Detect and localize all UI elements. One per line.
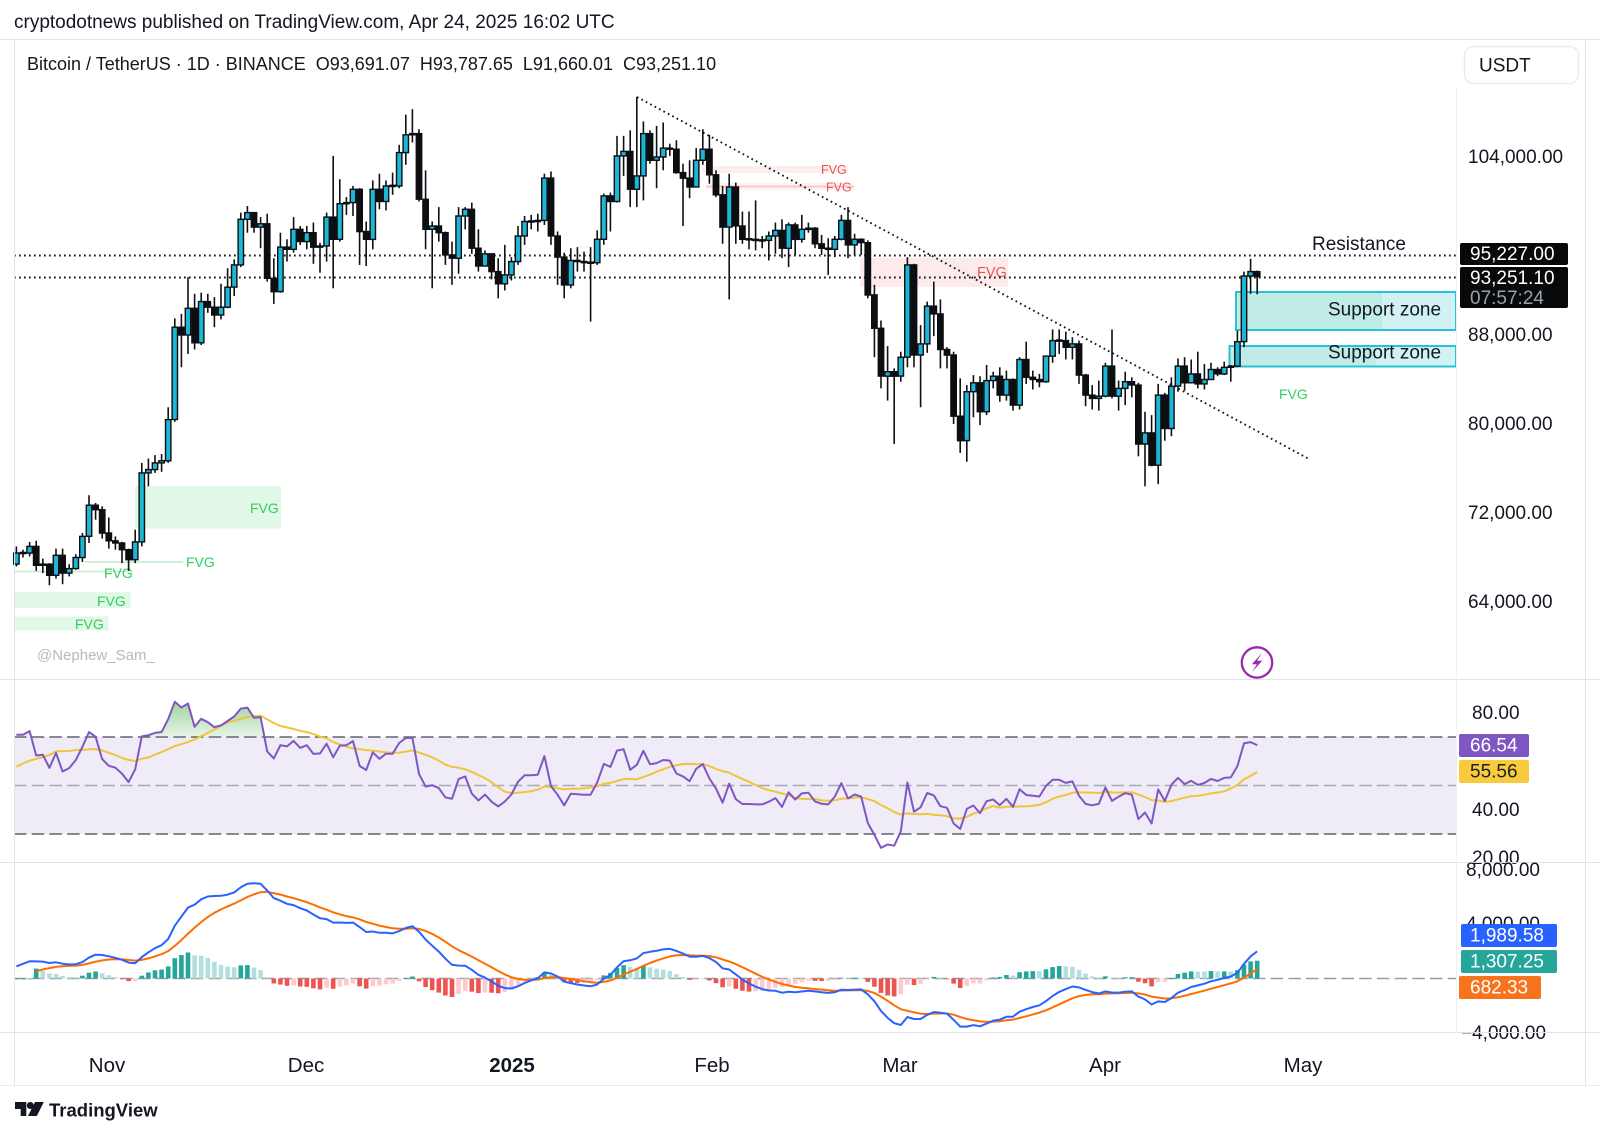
svg-text:64,000.00: 64,000.00 — [1468, 592, 1553, 613]
svg-text:FVG: FVG — [977, 265, 1007, 281]
svg-text:FVG: FVG — [826, 181, 852, 195]
svg-text:Mar: Mar — [882, 1054, 917, 1077]
svg-text:95,227.00: 95,227.00 — [1470, 244, 1555, 265]
svg-text:07:57:24: 07:57:24 — [1470, 288, 1544, 309]
svg-text:Support zone: Support zone — [1328, 343, 1441, 364]
svg-text:Apr: Apr — [1089, 1054, 1121, 1077]
svg-text:80,000.00: 80,000.00 — [1468, 414, 1553, 435]
svg-text:104,000.00: 104,000.00 — [1468, 147, 1563, 168]
svg-text:cryptodotnews published on Tra: cryptodotnews published on TradingView.c… — [14, 12, 615, 33]
svg-text:1,307.25: 1,307.25 — [1470, 952, 1544, 973]
svg-text:FVG: FVG — [186, 554, 215, 570]
svg-text:8,000.00: 8,000.00 — [1466, 860, 1540, 881]
svg-text:Bitcoin / TetherUS · 1D · BINA: Bitcoin / TetherUS · 1D · BINANCE O93,69… — [27, 54, 716, 74]
svg-text:1,989.58: 1,989.58 — [1470, 926, 1544, 947]
svg-text:Resistance: Resistance — [1312, 234, 1406, 255]
svg-text:May: May — [1284, 1054, 1323, 1077]
svg-text:88,000.00: 88,000.00 — [1468, 325, 1553, 346]
svg-text:FVG: FVG — [75, 616, 104, 632]
svg-text:@Nephew_Sam_: @Nephew_Sam_ — [37, 647, 155, 664]
svg-text:2025: 2025 — [489, 1054, 535, 1077]
svg-text:72,000.00: 72,000.00 — [1468, 503, 1553, 524]
svg-text:55.56: 55.56 — [1470, 762, 1518, 783]
svg-text:FVG: FVG — [1279, 386, 1308, 402]
svg-text:TradingView: TradingView — [49, 1100, 158, 1121]
svg-text:20.00: 20.00 — [1472, 848, 1520, 869]
svg-text:USDT: USDT — [1479, 56, 1531, 77]
svg-text:Feb: Feb — [694, 1054, 729, 1077]
svg-text:FVG: FVG — [97, 593, 126, 609]
svg-text:682.33: 682.33 — [1470, 978, 1528, 999]
svg-text:Nov: Nov — [89, 1054, 126, 1077]
svg-text:Support zone: Support zone — [1328, 300, 1441, 321]
svg-text:FVG: FVG — [250, 500, 279, 516]
svg-text:66.54: 66.54 — [1470, 736, 1518, 757]
svg-text:40.00: 40.00 — [1472, 800, 1520, 821]
svg-text:FVG: FVG — [104, 565, 133, 581]
svg-text:Dec: Dec — [288, 1054, 324, 1077]
svg-text:FVG: FVG — [821, 163, 847, 177]
svg-text:93,251.10: 93,251.10 — [1470, 268, 1555, 289]
svg-text:−4,000.00: −4,000.00 — [1461, 1023, 1546, 1044]
svg-text:80.00: 80.00 — [1472, 703, 1520, 724]
